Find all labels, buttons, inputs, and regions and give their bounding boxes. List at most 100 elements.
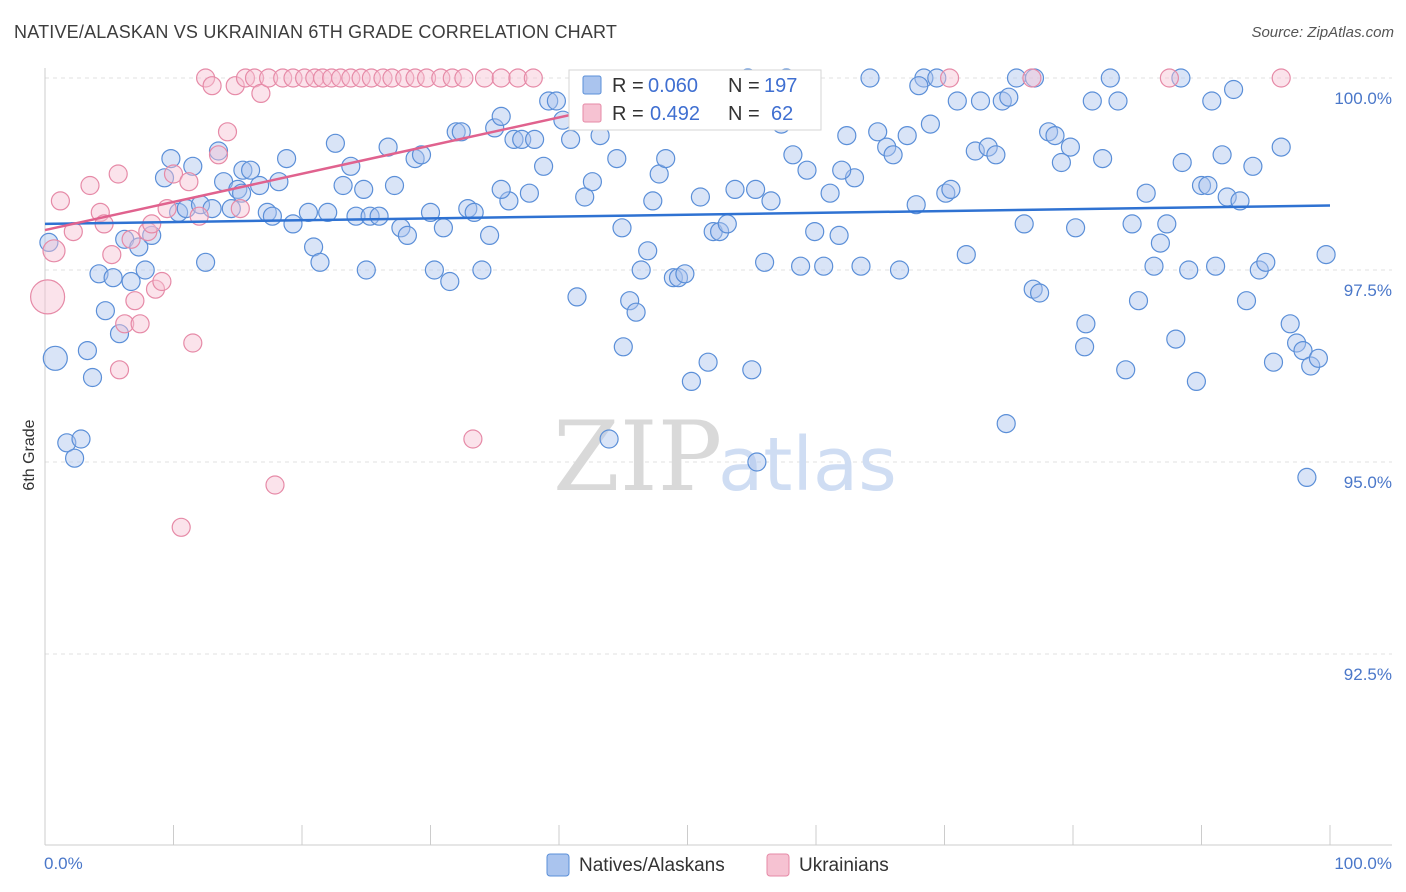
legend-box: R = 0.060 N = 197 R = 0.492 N = 62 [568, 69, 822, 131]
ukrainians-point-43 [361, 68, 381, 88]
ukrainians-point-54 [491, 68, 511, 88]
natives-point-83 [626, 302, 646, 322]
ukrainians-point-11 [125, 291, 145, 311]
ukrainians-point-57 [939, 68, 960, 88]
natives-point-134 [986, 145, 1006, 165]
natives-point-171 [1249, 260, 1269, 280]
natives-point-14 [135, 260, 155, 280]
natives-point-85 [638, 241, 658, 261]
natives-point-187 [1297, 467, 1317, 487]
natives-point-143 [1051, 152, 1072, 173]
natives-point-55 [433, 218, 453, 238]
ukrainians-point-52 [463, 429, 483, 449]
legend-n-label-ukrainians: N = [728, 103, 760, 125]
natives-point-148 [1092, 149, 1113, 169]
natives-point-129 [947, 91, 967, 111]
natives-point-65 [499, 191, 519, 211]
natives-point-109 [797, 160, 817, 180]
y-tick-label-2: 95.0% [1344, 473, 1392, 492]
source-credit: Source: ZipAtlas.com [1251, 24, 1394, 41]
natives-point-172 [1256, 252, 1276, 272]
natives-point-8 [95, 301, 116, 321]
natives-point-58 [451, 122, 471, 142]
ukrainians-point-19 [171, 517, 191, 537]
natives-point-3 [64, 448, 85, 468]
natives-point-136 [999, 87, 1019, 107]
ukrainians-point-20 [179, 172, 199, 192]
ukrainians-point-41 [341, 68, 361, 88]
natives-point-70 [533, 156, 554, 176]
natives-point-188 [832, 160, 852, 180]
legend-n-value-ukrainians: 62 [771, 103, 793, 125]
natives-point-74 [560, 129, 581, 149]
natives-point-112 [820, 183, 840, 203]
natives-point-189 [909, 76, 929, 96]
y-tick-label-1: 97.5% [1344, 281, 1392, 300]
natives-point-111 [814, 256, 834, 276]
ukrainians-point-28 [230, 199, 250, 219]
natives-point-75 [567, 287, 587, 307]
ukrainians-point-31 [251, 83, 271, 104]
natives-point-185 [747, 452, 767, 472]
natives-point-79 [599, 429, 619, 449]
natives-point-20 [183, 156, 203, 176]
natives-point-146 [1074, 337, 1095, 357]
legend-r-label-ukrainians: R = [612, 103, 644, 125]
natives-point-123 [906, 195, 926, 215]
natives-point-1 [42, 345, 68, 371]
ukrainians-point-42 [351, 68, 371, 88]
ukrainians-point-18 [163, 164, 184, 184]
natives-point-191 [1171, 68, 1191, 88]
natives-point-128 [941, 179, 961, 199]
ukrainians-point-47 [405, 68, 425, 88]
natives-point-149 [1100, 68, 1120, 88]
natives-point-89 [663, 268, 684, 288]
natives-point-155 [1144, 256, 1164, 276]
natives-point-193 [1202, 91, 1222, 111]
axes [44, 68, 1392, 846]
natives-point-161 [1186, 371, 1207, 391]
natives-point-104 [761, 191, 781, 211]
natives-point-142 [1045, 126, 1065, 146]
x-tick-label-end: 100.0% [1334, 854, 1392, 873]
natives-point-140 [1029, 283, 1050, 303]
ukrainians-point-0 [29, 279, 66, 315]
natives-point-178 [1301, 356, 1321, 376]
ukrainians-point-51 [454, 68, 474, 88]
natives-point-46 [369, 206, 389, 226]
y-axis-title: 6th Grade [21, 419, 38, 490]
watermark-atlas: atlas [718, 422, 897, 508]
natives-point-22 [196, 252, 216, 272]
natives-point-160 [1179, 260, 1199, 280]
natives-point-181 [491, 179, 511, 199]
y-tick-labels: 100.0% 97.5% 95.0% 92.5% [1334, 89, 1392, 684]
natives-point-93 [690, 187, 711, 207]
natives-point-77 [582, 172, 603, 192]
natives-point-170 [1243, 156, 1263, 176]
natives-point-176 [1286, 333, 1307, 353]
natives-point-102 [745, 179, 766, 199]
legend-r-value-ukrainians: 0.492 [650, 103, 700, 125]
natives-point-153 [1128, 291, 1149, 311]
legend-swatch-natives [582, 75, 602, 95]
natives-point-68 [519, 183, 540, 203]
natives-point-179 [1308, 348, 1329, 368]
natives-point-96 [709, 222, 730, 242]
natives-point-81 [612, 218, 632, 238]
natives-point-6 [82, 367, 103, 388]
ukrainians-point-15 [145, 279, 166, 299]
natives-point-121 [889, 260, 910, 280]
ukrainians-point-27 [225, 76, 245, 96]
natives-point-88 [656, 149, 676, 169]
natives-point-169 [1236, 291, 1257, 311]
ukrainians-point-37 [305, 68, 325, 88]
natives-point-119 [877, 137, 897, 157]
natives-point-42 [341, 156, 361, 176]
watermark-zip: ZIP [553, 401, 722, 513]
natives-point-133 [978, 137, 998, 157]
natives-point-180 [1316, 245, 1336, 265]
natives-point-145 [1065, 218, 1086, 238]
natives-point-158 [1166, 329, 1186, 349]
ukrainians-point-4 [80, 175, 100, 196]
